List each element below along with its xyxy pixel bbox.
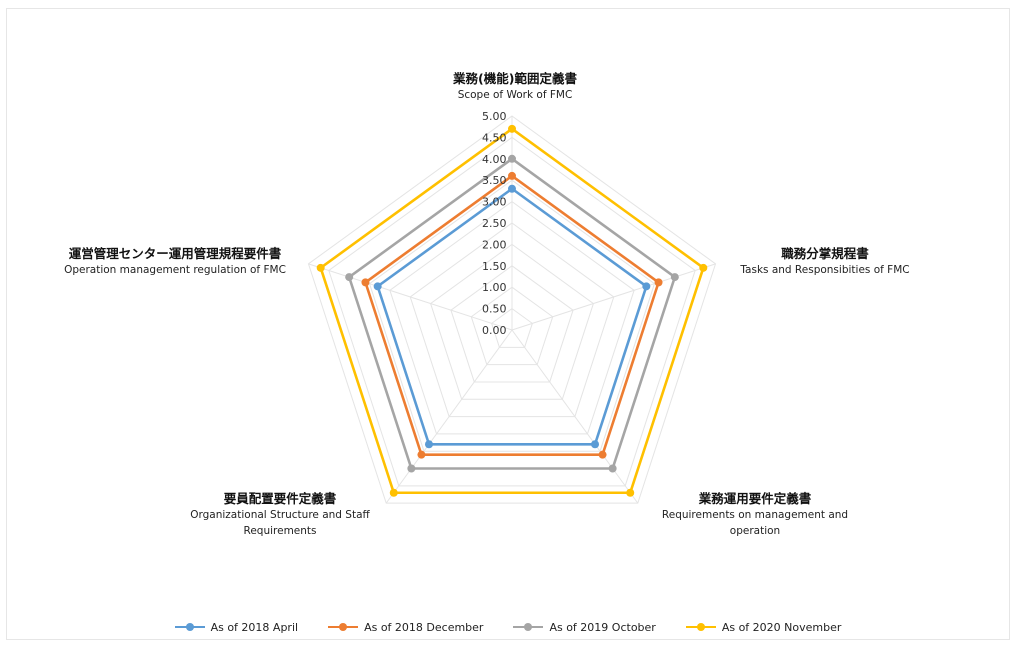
series <box>316 124 708 497</box>
chart-frame <box>6 8 1010 640</box>
radar-grid <box>307 115 717 504</box>
series <box>373 184 651 449</box>
tick-label: 2.50 <box>482 217 507 230</box>
legend-marker <box>513 622 544 632</box>
tick-label: 1.50 <box>482 260 507 273</box>
data-point <box>608 464 617 473</box>
axis-label-en: Requirements on management and operation <box>661 509 849 537</box>
axis-label-management-operation: 業務運用要件定義書 Requirements on management and… <box>645 490 865 539</box>
axis-label-en: Tasks and Responsibities of FMC <box>740 264 910 276</box>
axis-label-scope-of-work: 業務(機能)範囲定義書 Scope of Work of FMC <box>400 70 630 103</box>
grid-spoke <box>308 263 513 331</box>
grid-ring <box>450 265 574 383</box>
legend-marker <box>328 622 359 632</box>
series-line <box>364 174 660 456</box>
grid-ring <box>307 115 717 504</box>
axis-label-en: Operation management regulation of FMC <box>64 264 286 276</box>
data-point <box>626 488 635 497</box>
data-point <box>345 273 354 282</box>
axis-label-jp: 業務運用要件定義書 <box>698 491 812 506</box>
data-point <box>417 450 426 459</box>
axis-label-jp: 職務分掌規程書 <box>781 246 869 261</box>
axis-label-en: Organizational Structure and Staff Requi… <box>190 509 370 537</box>
data-point <box>424 440 433 449</box>
series-line <box>319 127 705 495</box>
legend-item[interactable]: As of 2018 April <box>174 620 299 634</box>
grid-ring <box>470 286 554 366</box>
data-point <box>654 278 663 287</box>
data-point <box>361 278 370 287</box>
legend-item[interactable]: As of 2019 October <box>513 620 656 634</box>
data-point <box>508 124 516 133</box>
axis-label-staff-requirements: 要員配置要件定義書 Organizational Structure and S… <box>165 490 395 539</box>
grid-ring <box>409 222 615 418</box>
data-point <box>508 154 516 163</box>
data-point <box>699 263 708 272</box>
series <box>361 171 663 459</box>
axis-label-en: Scope of Work of FMC <box>457 89 573 101</box>
data-point <box>598 450 607 459</box>
data-point <box>373 282 382 291</box>
tick-label: 0.50 <box>482 303 507 316</box>
tick-label: 3.00 <box>482 196 507 209</box>
grid-spoke <box>385 329 513 504</box>
tick-label: 0.00 <box>482 324 507 337</box>
tick-label: 4.50 <box>482 131 507 144</box>
data-point <box>591 440 600 449</box>
grid-ring <box>491 307 533 348</box>
legend-label: As of 2020 November <box>721 620 842 634</box>
grid-ring <box>328 136 696 487</box>
grid-ring <box>389 200 635 435</box>
data-point <box>316 263 325 272</box>
data-point <box>508 184 516 193</box>
axis-label-tasks-responsibilities: 職務分掌規程書 Tasks and Responsibities of FMC <box>720 245 930 278</box>
legend-label: As of 2018 December <box>364 620 484 634</box>
data-point <box>670 273 679 282</box>
data-point <box>389 488 398 497</box>
tick-label: 3.50 <box>482 174 507 187</box>
axis-label-operation-regulation: 運営管理センター運用管理規程要件書 Operation management r… <box>40 245 310 278</box>
grid-spoke <box>511 329 639 504</box>
tick-label: 1.00 <box>482 281 507 294</box>
tick-label: 5.00 <box>482 110 507 123</box>
series-line <box>347 157 677 470</box>
data-point <box>642 282 651 291</box>
tick-label: 2.00 <box>482 238 507 251</box>
axis-label-jp: 業務(機能)範囲定義書 <box>453 71 577 86</box>
tick-labels: 0.00 0.50 1.00 1.50 2.00 2.50 3.00 3.50 4.00 4.50… <box>482 110 507 337</box>
legend-marker <box>685 622 716 632</box>
legend-item[interactable]: As of 2020 November <box>685 620 842 634</box>
legend-marker <box>174 622 205 632</box>
data-point <box>508 171 516 180</box>
axis-label-jp: 運営管理センター運用管理規程要件書 <box>68 246 282 261</box>
legend-label: As of 2019 October <box>549 620 656 634</box>
legend-label: As of 2018 April <box>210 620 299 634</box>
series-line <box>376 187 648 446</box>
grid-ring <box>430 243 594 400</box>
legend-item[interactable]: As of 2018 December <box>328 621 483 634</box>
grid-ring <box>368 179 656 452</box>
data-point <box>407 464 416 473</box>
tick-label: 4.00 <box>482 153 507 166</box>
grid-spoke <box>511 263 716 331</box>
legend: As of 2018 April As of 2018 December As … <box>0 617 1016 637</box>
axis-label-jp: 要員配置要件定義書 <box>223 491 337 506</box>
series <box>345 154 679 473</box>
